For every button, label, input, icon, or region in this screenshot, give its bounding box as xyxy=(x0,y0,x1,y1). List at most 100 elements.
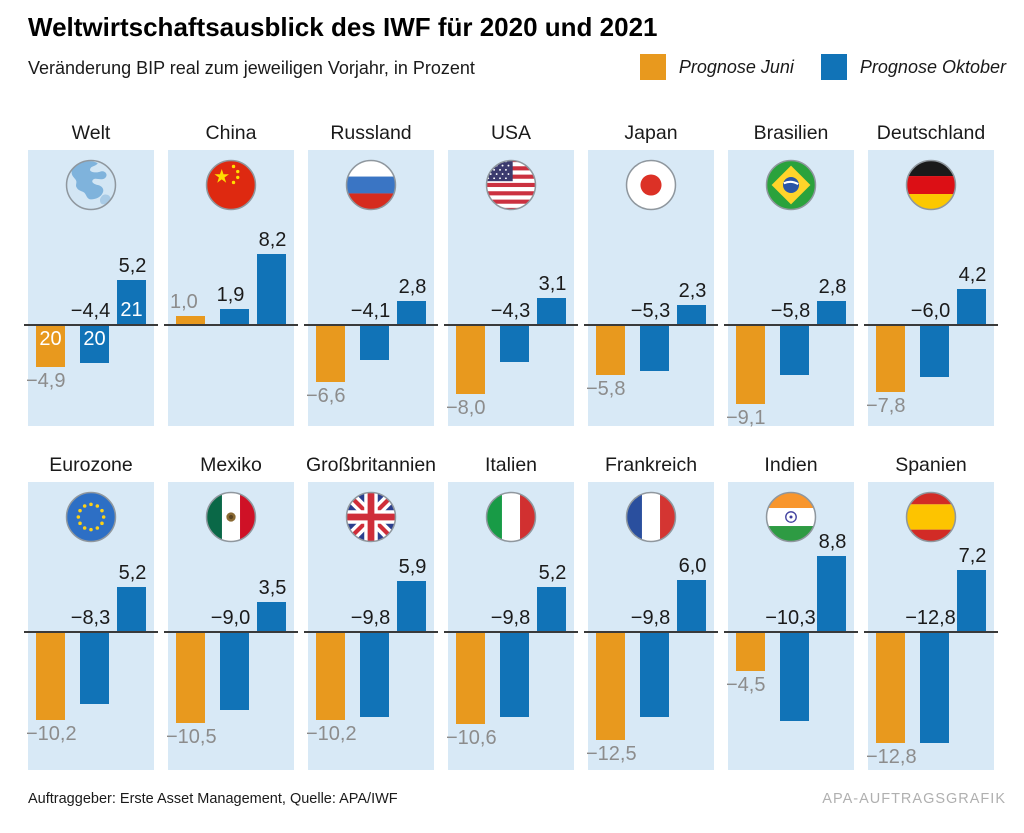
value-label-october-2020: −12,8 xyxy=(905,607,956,629)
country-panel: −10,5 −9,0 3,5 xyxy=(164,482,298,770)
bar-october-2021 xyxy=(817,555,846,632)
value-label-october-2021: 7,2 xyxy=(958,544,987,567)
legend-swatch-june-icon xyxy=(639,54,666,80)
italy-flag-icon xyxy=(484,490,538,549)
bar-october-2020 xyxy=(920,325,949,377)
bar-june-2020 xyxy=(316,325,345,383)
bar-october-2021 xyxy=(117,587,146,632)
value-label-june-2020: −12,8 xyxy=(866,745,917,768)
country-title: Welt xyxy=(71,122,111,144)
bar-october-2020 xyxy=(360,632,389,717)
value-label-october-2021: 5,9 xyxy=(398,555,427,578)
bar-october-2020 xyxy=(360,325,389,361)
bar-october-2020 xyxy=(920,632,949,743)
bar-october-2021 xyxy=(257,254,286,325)
bar-october-2021 xyxy=(677,580,706,632)
zero-baseline xyxy=(24,631,158,633)
value-label-october-2021: 3,5 xyxy=(258,576,287,599)
value-label-june-2020: −10,5 xyxy=(166,725,217,748)
country-panel: −12,5 −9,8 6,0 xyxy=(584,482,718,770)
bar-october-2021 xyxy=(397,300,426,325)
bar-october-2020 xyxy=(780,632,809,722)
value-label-october-2021: 8,2 xyxy=(258,229,287,252)
value-label-june-2020: −8,0 xyxy=(446,397,486,420)
country-title: China xyxy=(205,122,257,144)
zero-baseline xyxy=(584,324,718,326)
country-title: USA xyxy=(490,122,532,144)
bar-june-2020 xyxy=(736,325,765,404)
country-panel: −10,2 −9,8 5,9 xyxy=(304,482,438,770)
value-label-october-2020: −10,3 xyxy=(765,607,816,629)
legend: Prognose Juni Prognose Oktober xyxy=(639,54,1006,80)
zero-baseline xyxy=(864,631,998,633)
country-panel: −10,2 −8,3 5,2 xyxy=(24,482,158,770)
bar-october-2021 xyxy=(537,587,566,632)
bar-june-2020 xyxy=(456,325,485,395)
value-label-october-2020: −4,4 xyxy=(70,300,111,322)
value-label-october-2020: −5,8 xyxy=(770,300,811,322)
bar-october-2020 xyxy=(80,325,109,364)
value-label-october-2021: 5,2 xyxy=(538,562,567,585)
bar-june-2020 xyxy=(596,325,625,376)
value-label-june-2020: −10,2 xyxy=(306,723,357,746)
value-label-october-2021: 2,3 xyxy=(678,280,707,303)
france-flag-icon xyxy=(624,490,678,549)
bar-october-2021 xyxy=(957,288,986,325)
uk-flag-icon xyxy=(344,490,398,549)
value-label-october-2020: −9,0 xyxy=(210,607,251,629)
country-title: Großbritannien xyxy=(305,454,437,476)
value-label-october-2021: 2,8 xyxy=(818,275,847,298)
value-label-october-2021: 4,2 xyxy=(958,263,987,286)
country-panel: −7,8 −6,0 4,2 xyxy=(864,150,998,426)
value-label-october-2020: −9,8 xyxy=(490,607,531,629)
value-label-october-2020: −5,3 xyxy=(630,300,671,322)
country-title: Mexiko xyxy=(200,454,262,476)
country-title: Brasilien xyxy=(753,122,829,144)
bar-june-2020 xyxy=(876,325,905,393)
value-label-october-2020: −6,0 xyxy=(910,300,951,322)
bar-june-2020 xyxy=(736,632,765,671)
country-panel: −4,9 20 −4,4 20 5,2 21 xyxy=(24,150,158,426)
zero-baseline xyxy=(864,324,998,326)
country-title: Eurozone xyxy=(49,454,133,476)
bar-october-2020 xyxy=(640,632,669,717)
country-panel: −6,6 −4,1 2,8 xyxy=(304,150,438,426)
china-flag-icon xyxy=(204,158,258,217)
value-label-june-2020: −12,5 xyxy=(586,743,637,766)
value-label-june-2020: −6,6 xyxy=(306,385,346,408)
zero-baseline xyxy=(24,324,158,326)
japan-flag-icon xyxy=(624,158,678,217)
bar-october-2020 xyxy=(80,632,109,704)
russia-flag-icon xyxy=(344,158,398,217)
year-label: 20 xyxy=(39,328,62,350)
zero-baseline xyxy=(304,631,438,633)
value-label-june-2020: −10,2 xyxy=(26,723,77,746)
bar-june-2020 xyxy=(596,632,625,741)
country-panel: −5,8 −5,3 2,3 xyxy=(584,150,718,426)
bar-october-2021 xyxy=(257,601,286,632)
zero-baseline xyxy=(584,631,718,633)
legend-swatch-october-icon xyxy=(820,54,847,80)
bar-october-2020 xyxy=(500,325,529,363)
eu-flag-icon xyxy=(64,490,118,549)
bar-october-2020 xyxy=(220,632,249,710)
bar-october-2020 xyxy=(220,308,249,325)
country-title: Indien xyxy=(764,454,818,476)
value-label-june-2020: −10,6 xyxy=(446,726,497,749)
country-title: Russland xyxy=(330,122,412,144)
value-label-october-2021: 8,8 xyxy=(818,530,847,553)
country-panel: −8,0 −4,3 3,1 xyxy=(444,150,578,426)
country-panel: 1,0 1,9 8,2 xyxy=(164,150,298,426)
value-label-october-2020: −4,1 xyxy=(350,300,391,322)
value-label-june-2020: −5,8 xyxy=(586,378,626,401)
year-label: 20 xyxy=(83,328,106,350)
country-title: Japan xyxy=(624,122,678,144)
bar-june-2020 xyxy=(36,325,65,368)
bar-june-2020 xyxy=(36,632,65,721)
bar-october-2021 xyxy=(397,580,426,632)
value-label-june-2020: −4,9 xyxy=(26,370,66,393)
value-label-june-2020: −4,5 xyxy=(726,673,766,696)
bar-october-2021 xyxy=(677,305,706,325)
page-title: Weltwirtschaftsausblick des IWF für 2020… xyxy=(28,12,658,42)
value-label-october-2020: 1,9 xyxy=(216,283,245,306)
